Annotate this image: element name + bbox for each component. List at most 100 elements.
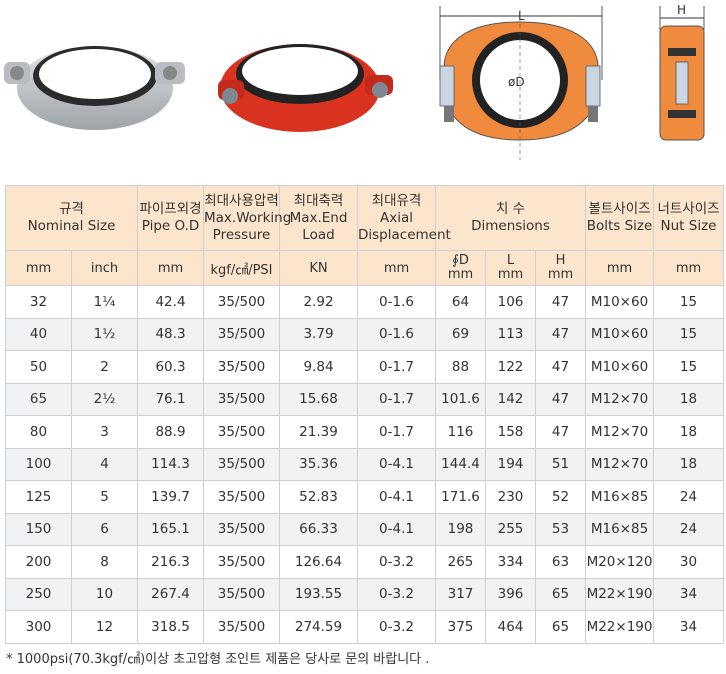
table-cell: 52 bbox=[534, 480, 587, 514]
table-cell: 171.6 bbox=[435, 480, 486, 514]
table-cell: 0-1.7 bbox=[357, 350, 436, 384]
table-cell: 101.6 bbox=[435, 382, 486, 416]
table-cell: 1½ bbox=[71, 317, 138, 351]
table-cell: 35/500 bbox=[203, 447, 280, 481]
table-cell: 88 bbox=[435, 350, 486, 384]
table-cell: 194 bbox=[485, 447, 536, 481]
table-cell: 10 bbox=[71, 577, 138, 611]
unit-mm: mm bbox=[585, 250, 655, 286]
table-cell: M10×60 bbox=[585, 285, 655, 319]
table-cell: 300 bbox=[5, 610, 72, 644]
table-cell: 144.4 bbox=[435, 447, 486, 481]
silver-coupling-photo bbox=[4, 46, 185, 130]
table-cell: 125 bbox=[5, 480, 72, 514]
table-cell: 53 bbox=[534, 512, 587, 546]
table-row: 65 2½ 76.1 35/500 15.68 0-1.7 101.6 142 47 M12×70… bbox=[5, 382, 725, 416]
table-cell: 6 bbox=[71, 512, 138, 546]
coupling-front-drawing: L øD bbox=[439, 6, 603, 160]
table-cell: 32 bbox=[5, 285, 72, 319]
table-cell: 1¼ bbox=[71, 285, 138, 319]
table-cell: 24 bbox=[653, 480, 725, 514]
table-cell: 317 bbox=[435, 577, 486, 611]
table-cell: 8 bbox=[71, 545, 138, 579]
table-cell: M16×85 bbox=[585, 480, 655, 514]
table-row: 300 12 318.5 35/500 274.59 0-3.2 375 464 65 M22×1… bbox=[5, 610, 725, 644]
table-cell: 0-3.2 bbox=[357, 545, 436, 579]
table-cell: 464 bbox=[485, 610, 536, 644]
table-cell: 165.1 bbox=[137, 512, 204, 546]
table-cell: 35/500 bbox=[203, 415, 280, 449]
table-cell: 114.3 bbox=[137, 447, 204, 481]
table-cell: M22×190 bbox=[585, 610, 655, 644]
table-cell: 35/500 bbox=[203, 512, 280, 546]
table-cell: M12×70 bbox=[585, 382, 655, 416]
table-cell: 63 bbox=[534, 545, 587, 579]
table-cell: 0-1.7 bbox=[357, 382, 436, 416]
dim-L-label: L bbox=[518, 9, 525, 23]
table-cell: 35/500 bbox=[203, 317, 280, 351]
table-cell: 35/500 bbox=[203, 577, 280, 611]
table-cell: M12×70 bbox=[585, 447, 655, 481]
table-cell: 50 bbox=[5, 350, 72, 384]
table-body: 32 1¼ 42.4 35/500 2.92 0-1.6 64 106 47 M10×60 15 40… bbox=[5, 285, 725, 644]
dim-D-label: øD bbox=[508, 75, 525, 89]
table-cell: 18 bbox=[653, 447, 725, 481]
table-row: 32 1¼ 42.4 35/500 2.92 0-1.6 64 106 47 M10×60 15 bbox=[5, 285, 725, 319]
table-cell: 122 bbox=[485, 350, 536, 384]
table-cell: 3 bbox=[71, 415, 138, 449]
table-row: 250 10 267.4 35/500 193.55 0-3.2 317 396 65 M22×1… bbox=[5, 577, 725, 611]
table-cell: 216.3 bbox=[137, 545, 204, 579]
table-cell: 375 bbox=[435, 610, 486, 644]
table-cell: 80 bbox=[5, 415, 72, 449]
header-max-end-load: 최대축력 Max.End Load bbox=[279, 185, 358, 251]
table-cell: 30 bbox=[653, 545, 725, 579]
table-cell: 51 bbox=[534, 447, 587, 481]
unit-mm: mm bbox=[5, 250, 72, 286]
table-cell: 116 bbox=[435, 415, 486, 449]
table-cell: 66.33 bbox=[279, 512, 358, 546]
unit-mm: mm bbox=[357, 250, 436, 286]
header-pipe-od: 파이프외경 Pipe O.D bbox=[137, 185, 204, 251]
table-cell: 193.55 bbox=[279, 577, 358, 611]
table-cell: 47 bbox=[534, 317, 587, 351]
unit-mm: mm bbox=[137, 250, 204, 286]
table-cell: 15 bbox=[653, 317, 725, 351]
dim-H-label: H bbox=[677, 3, 686, 17]
header-axial-displacement: 최대유격 Axial Displacement bbox=[357, 185, 451, 251]
table-cell: 100 bbox=[5, 447, 72, 481]
table-cell: 52.83 bbox=[279, 480, 358, 514]
table-cell: 35/500 bbox=[203, 480, 280, 514]
table-row: 100 4 114.3 35/500 35.36 0-4.1 144.4 194 51 M12×7… bbox=[5, 447, 725, 481]
table-cell: 35/500 bbox=[203, 285, 280, 319]
table-cell: 142 bbox=[485, 382, 536, 416]
table-cell: 47 bbox=[534, 382, 587, 416]
table-cell: 35/500 bbox=[203, 382, 280, 416]
table-cell: 47 bbox=[534, 415, 587, 449]
table-cell: 4 bbox=[71, 447, 138, 481]
unit-kn: KN bbox=[279, 250, 358, 286]
table-cell: 42.4 bbox=[137, 285, 204, 319]
table-cell: 255 bbox=[485, 512, 536, 546]
table-cell: 0-1.7 bbox=[357, 415, 436, 449]
product-images: L øD H bbox=[0, 0, 726, 182]
table-cell: 65 bbox=[5, 382, 72, 416]
unit-pressure: kgf/㎠/PSI bbox=[203, 250, 280, 286]
table-cell: 48.3 bbox=[137, 317, 204, 351]
table-cell: M20×120 bbox=[585, 545, 655, 579]
table-cell: 65 bbox=[534, 610, 587, 644]
table-row: 40 1½ 48.3 35/500 3.79 0-1.6 69 113 47 M10×60 15 bbox=[5, 317, 725, 351]
table-cell: 47 bbox=[534, 350, 587, 384]
table-cell: 60.3 bbox=[137, 350, 204, 384]
table-cell: 18 bbox=[653, 382, 725, 416]
table-cell: 35/500 bbox=[203, 350, 280, 384]
table-cell: 12 bbox=[71, 610, 138, 644]
spec-table: 규격 Nominal Size 파이프외경 Pipe O.D 최대사용압력 Max.W… bbox=[5, 185, 725, 644]
table-cell: 2 bbox=[71, 350, 138, 384]
table-row: 50 2 60.3 35/500 9.84 0-1.7 88 122 47 M10×60 15 bbox=[5, 350, 725, 384]
unit-inch: inch bbox=[71, 250, 138, 286]
table-cell: 106 bbox=[485, 285, 536, 319]
table-cell: M16×85 bbox=[585, 512, 655, 546]
table-cell: 34 bbox=[653, 610, 725, 644]
table-cell: 3.79 bbox=[279, 317, 358, 351]
